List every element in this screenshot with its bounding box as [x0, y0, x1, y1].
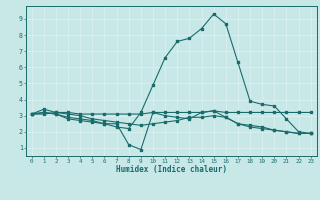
X-axis label: Humidex (Indice chaleur): Humidex (Indice chaleur): [116, 165, 227, 174]
